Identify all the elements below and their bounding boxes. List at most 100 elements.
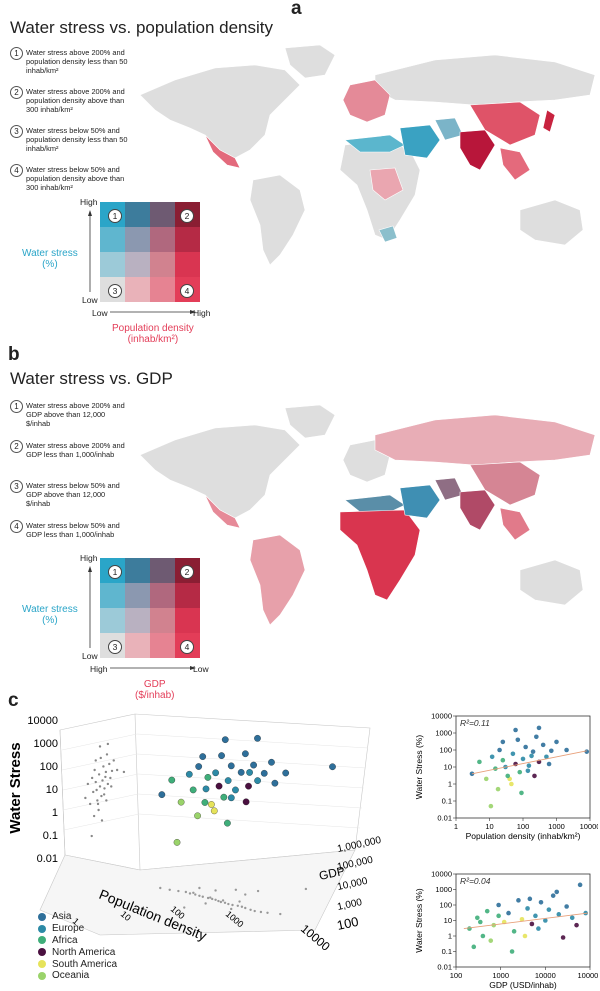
data-point xyxy=(564,747,569,753)
plot-3d-sphere xyxy=(210,807,218,815)
data-point xyxy=(522,933,528,939)
plot-3d-wall-point xyxy=(90,776,94,780)
data-point xyxy=(483,776,489,782)
plot-3d-floor-point xyxy=(192,891,195,894)
map-a-mexico xyxy=(204,134,241,169)
plot-3d-sphere xyxy=(254,777,261,784)
plot-3d-wall-point xyxy=(106,782,110,786)
plot-3d-floor-point xyxy=(304,887,308,891)
data-point xyxy=(519,916,525,922)
legend-a-arrows xyxy=(88,210,196,314)
y-tick-label: 0.01 xyxy=(437,963,452,972)
y-tick-label: 1 xyxy=(448,780,452,789)
plot-3d-floor-point xyxy=(168,888,171,891)
plot-3d-wall-point xyxy=(94,780,97,784)
data-point xyxy=(549,748,554,754)
data-point xyxy=(513,727,518,733)
plot-3d-sphere xyxy=(218,752,225,759)
data-point xyxy=(516,898,521,903)
map-a-iran xyxy=(434,117,464,141)
data-point xyxy=(495,786,501,792)
panel-c-letter: c xyxy=(8,690,19,711)
plot-3d-wall-point xyxy=(112,759,115,762)
plot-3d-wall-point xyxy=(108,762,111,766)
y-tick-label: 1000 xyxy=(435,729,452,738)
plot-3d-wall-point xyxy=(94,759,97,762)
region-dot-south-america xyxy=(38,960,46,969)
map-a-north-america xyxy=(139,64,301,159)
gdp-tick-100: 100 xyxy=(336,914,360,933)
plot-3d-wall-point xyxy=(92,814,96,818)
data-point xyxy=(546,761,552,767)
plot-3d-floor-point xyxy=(184,890,188,894)
plot-3d-wall-point xyxy=(84,796,87,800)
legend-b-arrows xyxy=(88,566,196,670)
plot-3d-wall-point xyxy=(106,742,110,746)
plot-3d-wall-point xyxy=(122,770,126,774)
plot-frame xyxy=(455,715,591,819)
plot-3d-sphere xyxy=(220,793,228,801)
data-point xyxy=(574,922,579,928)
note-b-2: 2 Water stress above 200% and GDP less th… xyxy=(10,440,131,459)
map-a-australia xyxy=(519,199,584,246)
map-a-europe xyxy=(342,79,391,123)
legend-b-badge-3: 3 xyxy=(108,640,122,654)
plot-3d-z-label: Water Stress xyxy=(7,742,24,833)
note-a-1: 1 Water stress above 200% and population … xyxy=(10,47,131,75)
map-a-south-america xyxy=(249,174,306,266)
plot-3d-floor-point xyxy=(244,893,247,896)
plot-3d: Water Stress 10000 1000 100 10 1 0.1 0.0… xyxy=(7,713,383,950)
map-a-greenland xyxy=(284,44,336,79)
data-point xyxy=(564,904,569,909)
legend-b-grid xyxy=(100,558,200,658)
y-tick-label: 0.01 xyxy=(437,814,452,823)
data-point xyxy=(475,915,480,921)
plot-3d-floor-point xyxy=(219,900,223,904)
map-a-s-africa xyxy=(378,225,398,243)
scatter-pop-density: 0.010.1110100100010000110100100010000Pop… xyxy=(414,712,598,842)
plot-3d-wall-point xyxy=(88,802,92,806)
plot-3d-wall-point xyxy=(105,753,109,756)
legend-b-y-high: High xyxy=(80,553,98,563)
y-axis-label: Water Stress (%) xyxy=(414,735,424,800)
plot-3d-floor-point xyxy=(238,900,241,903)
y-tick-label: 10 xyxy=(444,763,452,772)
data-point xyxy=(560,935,566,940)
x-axis-label: Population density (inhab/km²) xyxy=(466,831,581,841)
plot-3d-sphere xyxy=(224,819,231,827)
x-tick-label: 100000 xyxy=(577,971,598,980)
plot-3d-sphere xyxy=(215,782,223,790)
plot-3d-floor-point xyxy=(204,902,207,905)
region-dot-europe xyxy=(38,924,46,933)
legend-b: 1 2 3 4 High Low High Low Water stress (%… xyxy=(0,546,230,706)
plot-3d-wall-point xyxy=(95,788,98,792)
plot-3d-wall-point xyxy=(105,799,108,802)
plot-3d-wall-point xyxy=(102,765,105,768)
plot-3d-gdp-ticks: 1,000,000 100,000 10,000 1,000 100 xyxy=(336,835,383,933)
data-point xyxy=(520,756,526,762)
data-point xyxy=(510,751,516,757)
data-point xyxy=(525,768,531,774)
plot-3d-floor-point xyxy=(234,888,238,891)
plot-3d-points xyxy=(84,734,336,916)
x-tick-1: 1 xyxy=(71,916,81,927)
legend-a-badge-4: 4 xyxy=(180,284,194,298)
plot-3d-wall-point xyxy=(104,770,108,774)
region-dot-north-america xyxy=(38,948,46,957)
plot-3d-sphere xyxy=(199,753,207,760)
z-tick-0.1: 0.1 xyxy=(43,830,58,842)
plot-3d-wall-point xyxy=(101,779,104,782)
data-point xyxy=(467,926,472,931)
legend-a-badge-2: 2 xyxy=(180,209,194,223)
legend-b-x-right: Low xyxy=(193,664,209,674)
plot-3d-sphere xyxy=(195,763,203,770)
data-point xyxy=(497,747,502,753)
data-point xyxy=(484,908,490,914)
map-b-china xyxy=(469,461,541,506)
plot-3d-wall-point xyxy=(115,768,119,772)
plot-3d-sphere xyxy=(173,839,181,846)
data-point xyxy=(488,938,494,943)
plot-3d-floor-point xyxy=(188,892,192,895)
x-tick-label: 10000 xyxy=(580,822,598,831)
legend-region-south-america: South America xyxy=(38,958,117,970)
